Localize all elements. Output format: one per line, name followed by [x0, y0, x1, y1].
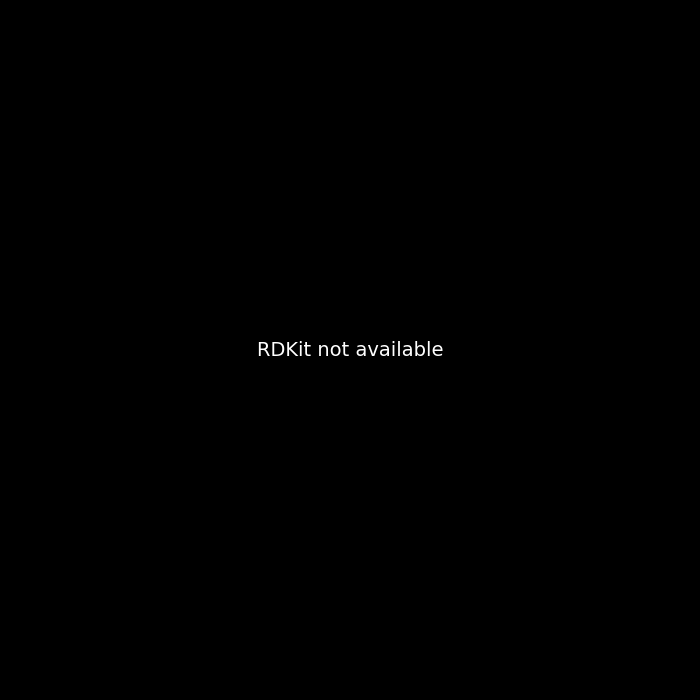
Text: RDKit not available: RDKit not available: [257, 340, 443, 360]
